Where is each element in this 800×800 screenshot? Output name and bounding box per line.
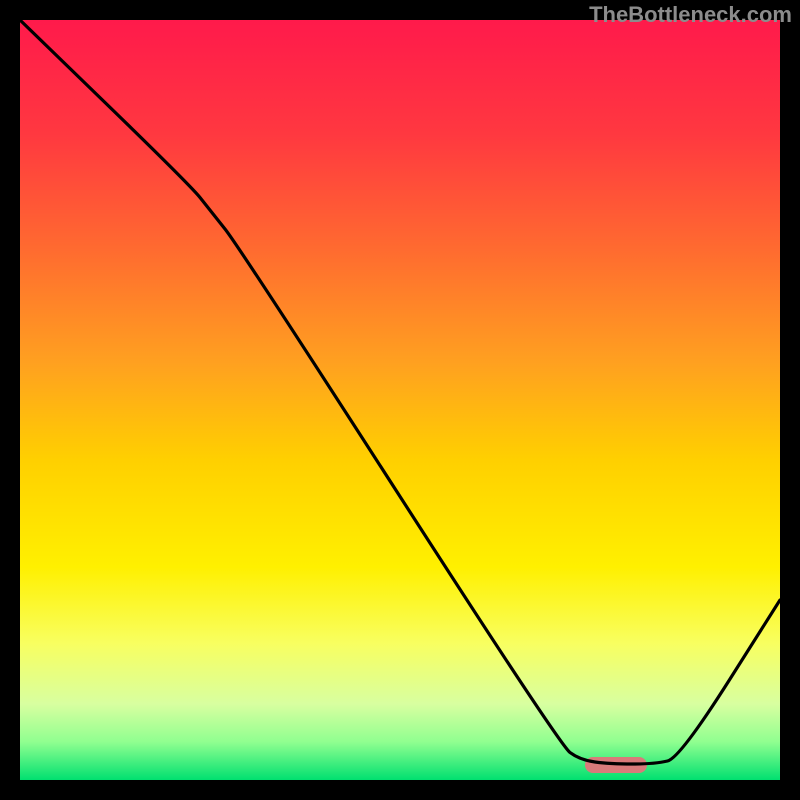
watermark-text: TheBottleneck.com (589, 2, 792, 28)
chart-svg (0, 0, 800, 800)
plot-area (20, 20, 780, 780)
chart-canvas: TheBottleneck.com (0, 0, 800, 800)
